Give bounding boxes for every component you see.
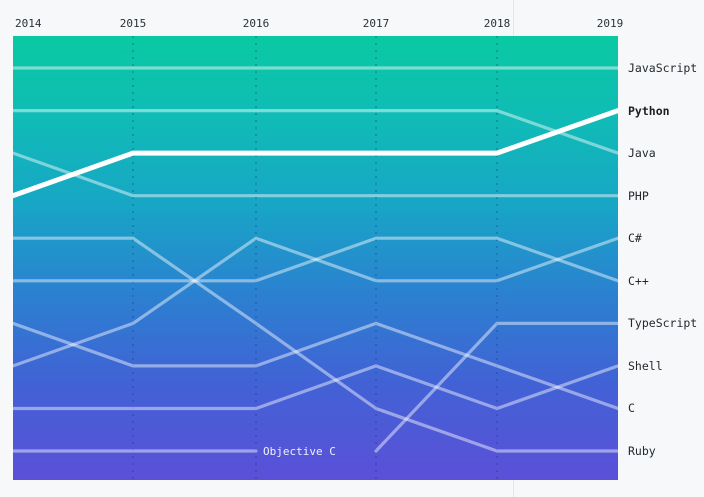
series-label-c-: C++ bbox=[628, 273, 649, 288]
series-label-c-: C# bbox=[628, 231, 642, 246]
series-line-ruby bbox=[13, 236, 618, 453]
series-line-java bbox=[13, 108, 618, 155]
inline-label-objective-c: Objective C bbox=[263, 445, 336, 458]
series-line-c- bbox=[13, 236, 618, 283]
series-label-c: C bbox=[628, 401, 635, 416]
series-line-php bbox=[13, 151, 618, 198]
year-label-2014: 2014 bbox=[15, 17, 42, 30]
series-line-shell bbox=[13, 364, 618, 411]
series-label-php: PHP bbox=[628, 188, 649, 203]
series-line-c- bbox=[13, 236, 618, 368]
series-line-c bbox=[13, 321, 618, 411]
year-label-2015: 2015 bbox=[119, 17, 147, 30]
series-label-shell: Shell bbox=[628, 358, 663, 373]
series-line-typescript bbox=[374, 321, 618, 453]
series-label-ruby: Ruby bbox=[628, 444, 656, 459]
year-label-2017: 2017 bbox=[362, 17, 390, 30]
series-label-typescript: TypeScript bbox=[628, 316, 698, 331]
rank-lines-canvas: Objective C bbox=[13, 36, 618, 480]
chart-plot-area: Objective C bbox=[13, 36, 618, 480]
year-label-2019: 2019 bbox=[596, 17, 624, 30]
series-line-python bbox=[13, 108, 618, 199]
series-label-javascript: JavaScript bbox=[628, 61, 698, 75]
series-label-java: Java bbox=[628, 146, 656, 161]
series-label-python: Python bbox=[628, 103, 670, 118]
year-label-2018: 2018 bbox=[483, 17, 511, 30]
year-label-2016: 2016 bbox=[242, 17, 270, 30]
